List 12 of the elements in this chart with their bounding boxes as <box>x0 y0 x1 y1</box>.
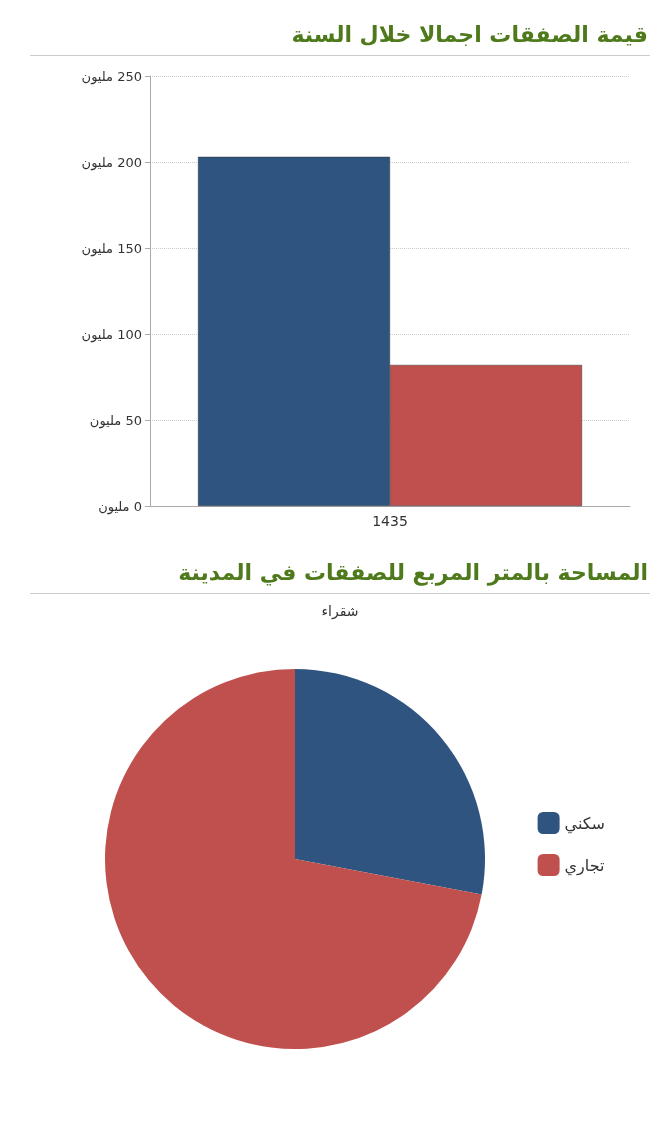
chart-subtitle: شقراء <box>321 603 359 620</box>
chart-title: قيمة الصفقات اجمالا خلال السنة <box>30 8 650 56</box>
y-tick-label: 50 مليون <box>89 412 142 429</box>
y-tick-label: 100 مليون <box>81 326 142 343</box>
y-tick-label: 150 مليون <box>81 240 142 257</box>
chart-title: المساحة بالمتر المربع للصفقات في المدينة <box>30 546 650 594</box>
legend-label: تجاري <box>564 855 605 876</box>
y-tick-label: 0 مليون <box>98 498 142 515</box>
y-tick-label: 200 مليون <box>81 154 142 171</box>
y-tick-label: 250 مليون <box>81 68 142 85</box>
x-tick-label: 1435 <box>372 513 408 529</box>
legend-label: سكني <box>564 813 605 834</box>
